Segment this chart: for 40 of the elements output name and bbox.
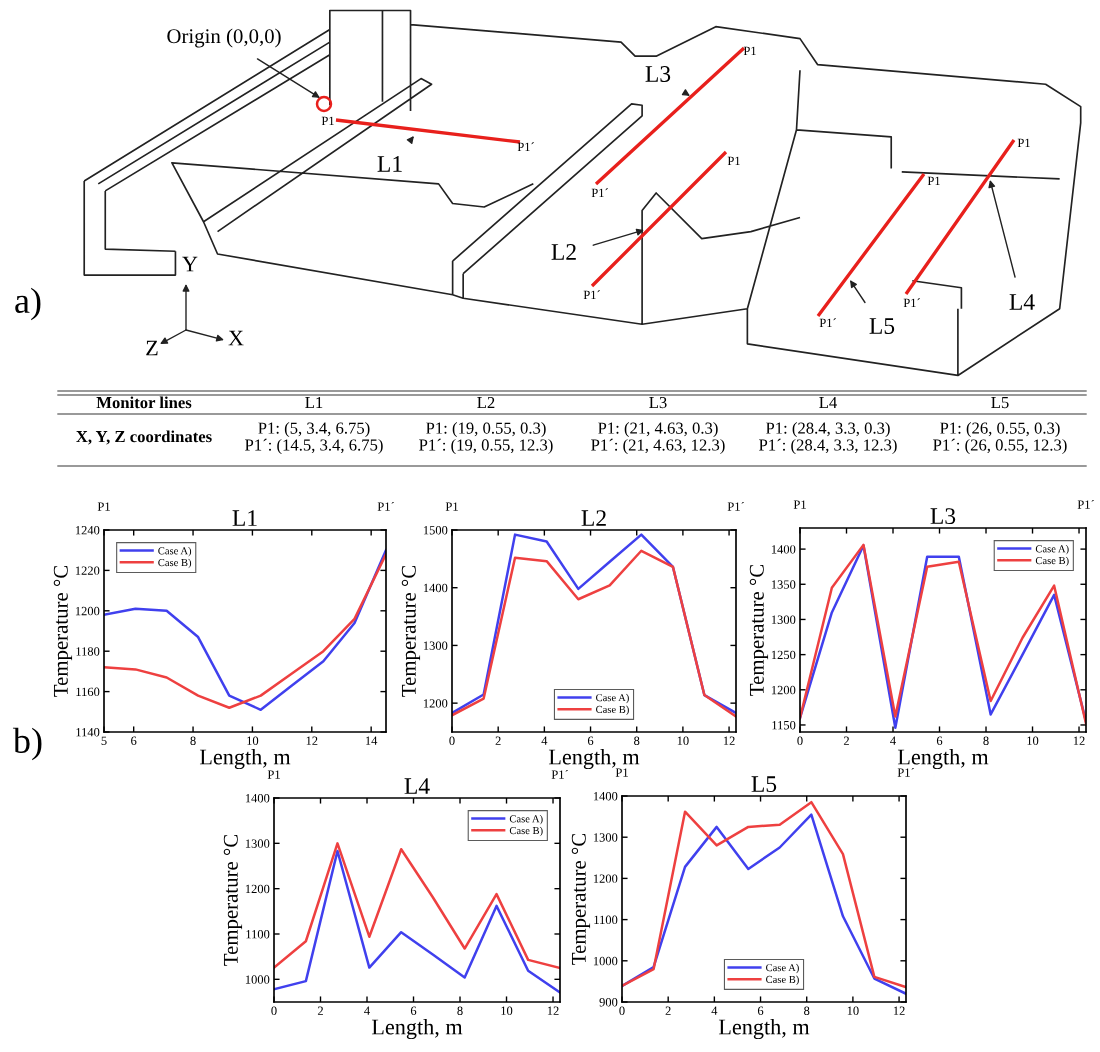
category-label: L2 <box>477 396 495 409</box>
line-series <box>274 842 560 970</box>
text: P1: (19, 0.55, 0.3) P1´: (19, 0.55, 12.3) <box>419 422 553 454</box>
text: L4 <box>1009 294 1035 310</box>
chart-title: L1 <box>232 510 257 526</box>
text: Y <box>182 256 198 272</box>
text: b) <box>12 727 42 761</box>
text: P1: (21, 4.63, 0.3) P1´: (21, 4.63, 12.3) <box>591 422 725 454</box>
chart-title: L2 <box>581 510 606 526</box>
category-label: L3 <box>649 396 667 409</box>
y-axis-title: Temperature °C <box>223 834 243 966</box>
y-axis-title: Temperature °C <box>401 565 421 697</box>
text: X <box>228 330 244 346</box>
category-label: L4 <box>819 397 837 409</box>
text: L3 <box>645 66 671 82</box>
y-axis-title: Temperature °C <box>749 564 769 696</box>
text: L2 <box>551 244 576 260</box>
x-axis-title: Length, m <box>371 1018 463 1040</box>
x-axis-title: Length, m <box>718 1018 810 1040</box>
x-axis-title: Length, m <box>548 748 640 770</box>
y-axis-title: Temperature °C <box>571 833 591 965</box>
category-label: L5 <box>991 397 1009 409</box>
text: a) <box>15 287 41 321</box>
text: Origin (0,0,0) <box>167 28 281 48</box>
text: P1: (5, 3.4, 6.75) P1´: (14.5, 3.4, 6.75) <box>245 422 383 454</box>
text: L5 <box>869 318 895 334</box>
text: P1: (28.4, 3.3, 0.3) P1´: (28.4, 3.3, 12.3) <box>759 422 897 454</box>
category-label: X, Y, Z coordinates <box>76 430 212 445</box>
text: Monitor lines <box>96 396 192 409</box>
x-axis-title: Length, m <box>897 748 989 770</box>
text: P1: (26, 0.55, 0.3) P1´: (26, 0.55, 12.3) <box>933 422 1067 454</box>
text: L1 <box>377 156 402 172</box>
chart-title: L5 <box>751 776 777 793</box>
text: Z <box>146 340 158 356</box>
y-axis-title: Temperature °C <box>53 565 73 697</box>
x-axis-title: Length, m <box>199 748 291 770</box>
chart-title: L3 <box>930 508 956 525</box>
line-series <box>274 849 560 994</box>
chart-title: L4 <box>404 778 430 794</box>
category-label: L1 <box>305 397 323 409</box>
